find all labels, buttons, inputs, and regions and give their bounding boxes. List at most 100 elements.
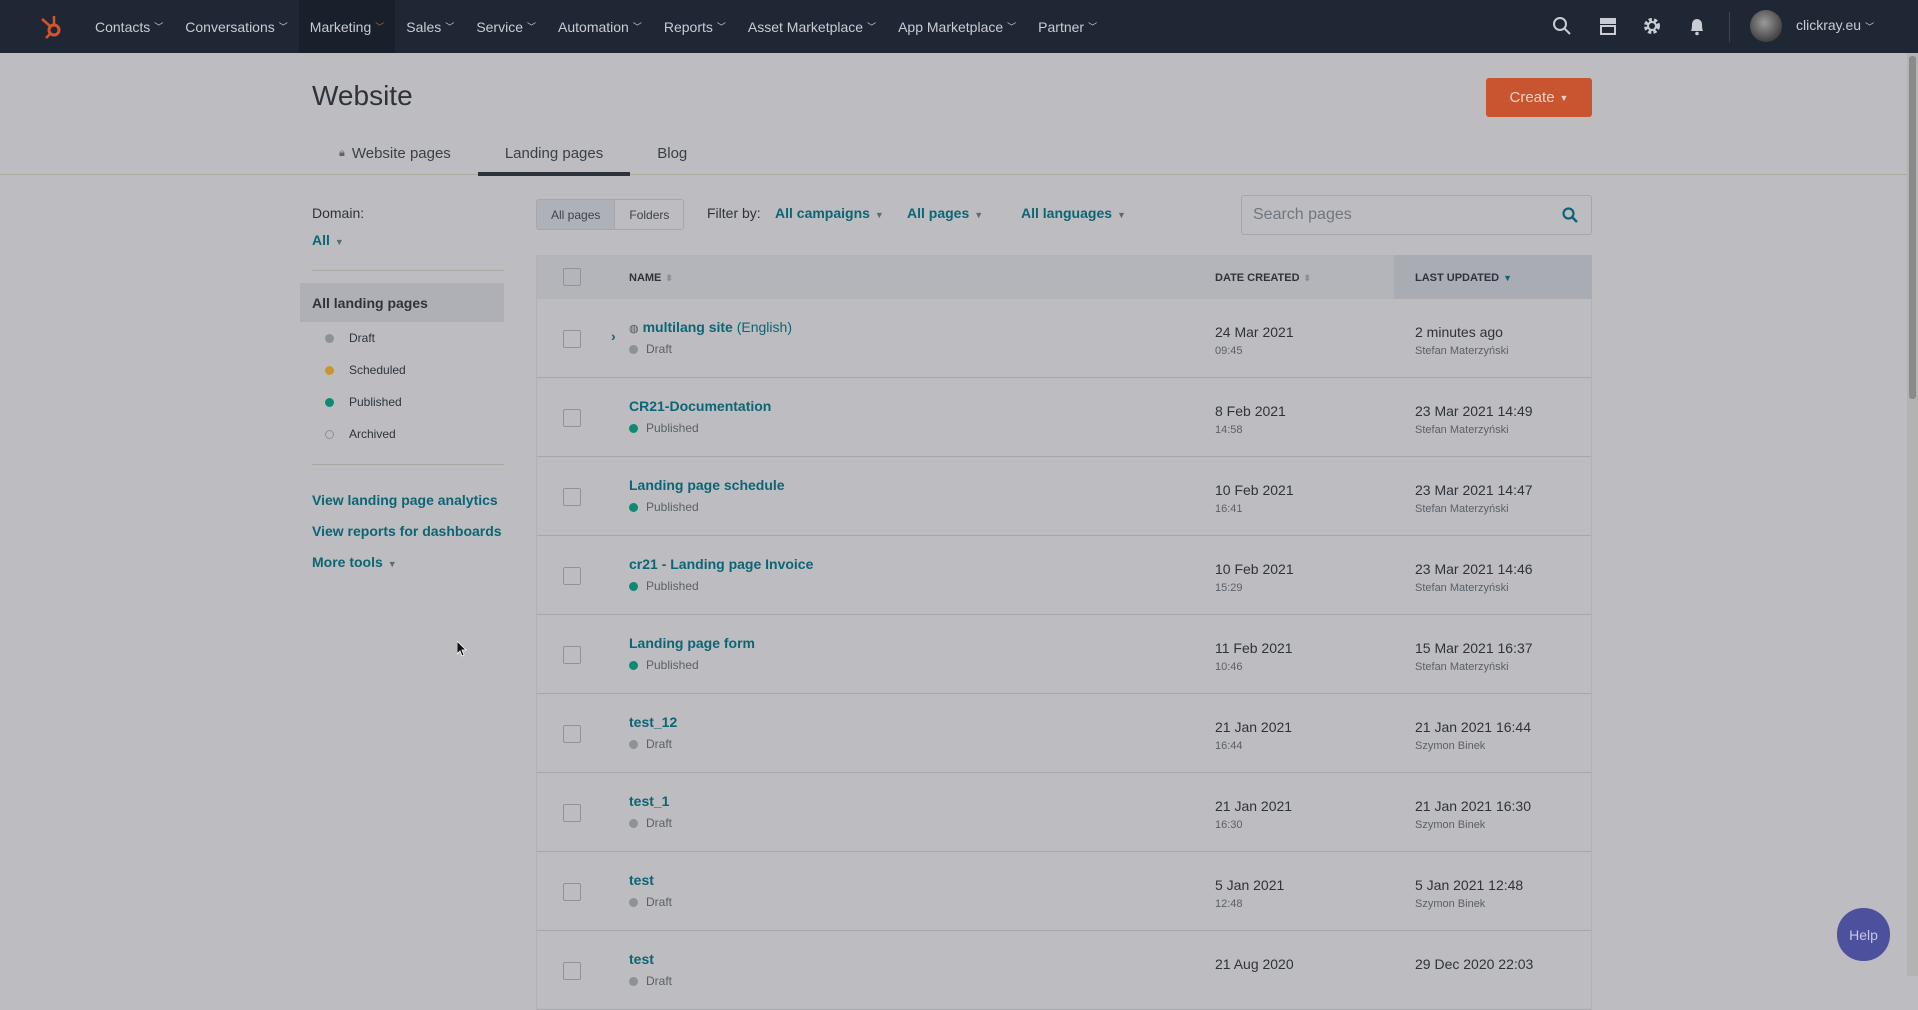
- nav-item-service[interactable]: Service ﹀: [465, 0, 547, 53]
- page-name-cell: test: [629, 872, 654, 888]
- status-dot-icon: [629, 976, 638, 986]
- name-header[interactable]: NAME ⬍: [629, 272, 673, 284]
- table-row[interactable]: test_1 Draft 21 Jan 2021 16:30 21 Jan 2021 1…: [537, 773, 1591, 852]
- scrollbar-thumb[interactable]: [1909, 56, 1916, 399]
- table-row[interactable]: Landing page schedule Published 10 Feb 202…: [537, 457, 1591, 536]
- nav-item-partner[interactable]: Partner ﹀: [1027, 0, 1108, 53]
- page-name-link[interactable]: Landing page schedule: [629, 477, 785, 493]
- more-tools-label: More tools: [312, 554, 383, 570]
- nav-item-automation[interactable]: Automation ﹀: [547, 0, 653, 53]
- reports-link[interactable]: View reports for dashboards: [312, 523, 502, 539]
- tab-website-pages[interactable]: 🔒︎ Website pages: [312, 130, 478, 176]
- nav-item-app-marketplace[interactable]: App Marketplace ﹀: [887, 0, 1027, 53]
- header-label: DATE CREATED: [1215, 272, 1300, 284]
- expand-chevron-icon[interactable]: ›: [611, 328, 616, 344]
- page-name-cell: Landing page schedule: [629, 477, 785, 493]
- sidebar-item-published[interactable]: Published: [312, 386, 504, 418]
- more-tools-dropdown[interactable]: More tools ▼: [312, 554, 504, 572]
- caret-down-icon: ▼: [387, 559, 397, 569]
- nav-item-contacts[interactable]: Contacts ﹀: [84, 0, 174, 53]
- row-checkbox[interactable]: [563, 725, 581, 743]
- sidebar-item-draft[interactable]: Draft: [312, 322, 504, 354]
- status-cell: Draft: [629, 974, 672, 988]
- status-cell: Published: [629, 658, 699, 672]
- time-created: 09:45: [1215, 345, 1243, 357]
- page-name-link[interactable]: test: [629, 951, 654, 967]
- date-created: 10 Feb 2021: [1215, 561, 1294, 577]
- date-created-header[interactable]: DATE CREATED ⬍: [1215, 272, 1311, 284]
- domain-dropdown[interactable]: All ▼: [312, 232, 504, 250]
- search-icon[interactable]: [1561, 206, 1579, 224]
- bell-icon[interactable]: [1686, 15, 1708, 37]
- table-row[interactable]: test_12 Draft 21 Jan 2021 16:44 21 Jan 2021 …: [537, 694, 1591, 773]
- status-cell: Draft: [629, 342, 672, 356]
- row-checkbox[interactable]: [563, 804, 581, 822]
- pages-filter[interactable]: All pages ▼: [907, 205, 983, 221]
- time-created: 16:44: [1215, 740, 1243, 752]
- chevron-down-icon: ﹀: [445, 22, 455, 32]
- status-cell: Published: [629, 421, 699, 435]
- search-icon[interactable]: [1551, 15, 1573, 37]
- table-row[interactable]: cr21 - Landing page Invoice Published 10 F…: [537, 536, 1591, 615]
- table-row[interactable]: CR21-Documentation Published 8 Feb 2021 14:…: [537, 378, 1591, 457]
- page-name-link[interactable]: CR21-Documentation: [629, 398, 772, 414]
- filter-value: All languages: [1021, 205, 1113, 221]
- analytics-link[interactable]: View landing page analytics: [312, 492, 498, 508]
- nav-item-asset-marketplace[interactable]: Asset Marketplace ﹀: [737, 0, 887, 53]
- sidebar-item-scheduled[interactable]: Scheduled: [312, 354, 504, 386]
- nav-item-reports[interactable]: Reports ﹀: [653, 0, 737, 53]
- create-button[interactable]: Create ▼: [1486, 78, 1592, 117]
- status-label: Published: [646, 579, 699, 593]
- page-name-link[interactable]: test_12: [629, 714, 678, 730]
- hubspot-logo-icon[interactable]: [38, 13, 64, 39]
- account-menu[interactable]: clickray.eu ﹀: [1796, 17, 1874, 33]
- languages-filter[interactable]: All languages ▼: [1021, 205, 1126, 221]
- gear-icon[interactable]: [1641, 15, 1663, 37]
- nav-item-marketing[interactable]: Marketing ﹀: [298, 0, 396, 53]
- chevron-down-icon: ﹀: [1088, 22, 1098, 32]
- table-row[interactable]: test Draft 21 Aug 2020 29 Dec 2020 22:03: [537, 931, 1591, 1010]
- row-checkbox[interactable]: [563, 646, 581, 664]
- last-updated: 5 Jan 2021 12:48: [1415, 877, 1524, 893]
- row-checkbox[interactable]: [563, 488, 581, 506]
- tab-landing-pages[interactable]: Landing pages: [477, 130, 631, 176]
- page-name-link[interactable]: test: [629, 872, 654, 888]
- tab-blog[interactable]: Blog: [630, 130, 714, 176]
- avatar[interactable]: [1750, 10, 1782, 42]
- all-pages-toggle[interactable]: All pages: [537, 200, 616, 229]
- table-row[interactable]: › ◍ multilang site (English) Draft 24 Mar 20…: [537, 299, 1591, 378]
- row-checkbox[interactable]: [563, 330, 581, 348]
- sidebar-item-archived[interactable]: Archived: [312, 418, 504, 450]
- nav-item-sales[interactable]: Sales ﹀: [395, 0, 465, 53]
- updated-by: Stefan Materzyński: [1415, 661, 1509, 673]
- help-button[interactable]: Help: [1837, 908, 1890, 961]
- row-checkbox[interactable]: [563, 883, 581, 901]
- status-cell: Draft: [629, 737, 672, 751]
- status-cell: Published: [629, 500, 699, 514]
- sort-icon: ⬍: [665, 273, 673, 283]
- select-all-checkbox[interactable]: [563, 268, 581, 286]
- status-label: Draft: [646, 816, 673, 830]
- page-name-link[interactable]: Landing page form: [629, 635, 755, 651]
- row-checkbox[interactable]: [563, 409, 581, 427]
- nav-item-conversations[interactable]: Conversations ﹀: [174, 0, 299, 53]
- sidebar-item-all-landing-pages[interactable]: All landing pages: [300, 283, 504, 322]
- search-input[interactable]: Search pages: [1241, 195, 1592, 235]
- chevron-down-icon: ﹀: [375, 22, 385, 32]
- page-name-link[interactable]: multilang site: [642, 319, 733, 335]
- folders-toggle[interactable]: Folders: [629, 207, 670, 222]
- updated-by: Stefan Materzyński: [1415, 424, 1509, 436]
- table-row[interactable]: Landing page form Published 11 Feb 2021 10:…: [537, 615, 1591, 694]
- row-checkbox[interactable]: [563, 962, 581, 980]
- campaigns-filter[interactable]: All campaigns ▼: [775, 205, 884, 221]
- marketplace-icon[interactable]: [1597, 15, 1619, 37]
- main-menu: Contacts ﹀ Conversations ﹀ Marketing ﹀ Sales ﹀ S…: [84, 0, 1108, 53]
- scrollbar[interactable]: [1907, 53, 1918, 976]
- page-name-cell: Landing page form: [629, 635, 755, 651]
- status-label: Draft: [646, 895, 673, 909]
- page-name-link[interactable]: test_1: [629, 793, 670, 809]
- last-updated-header[interactable]: LAST UPDATED ▼: [1415, 272, 1512, 284]
- table-row[interactable]: test Draft 5 Jan 2021 12:48 5 Jan 2021 12:48…: [537, 852, 1591, 931]
- row-checkbox[interactable]: [563, 567, 581, 585]
- page-name-link[interactable]: cr21 - Landing page Invoice: [629, 556, 814, 572]
